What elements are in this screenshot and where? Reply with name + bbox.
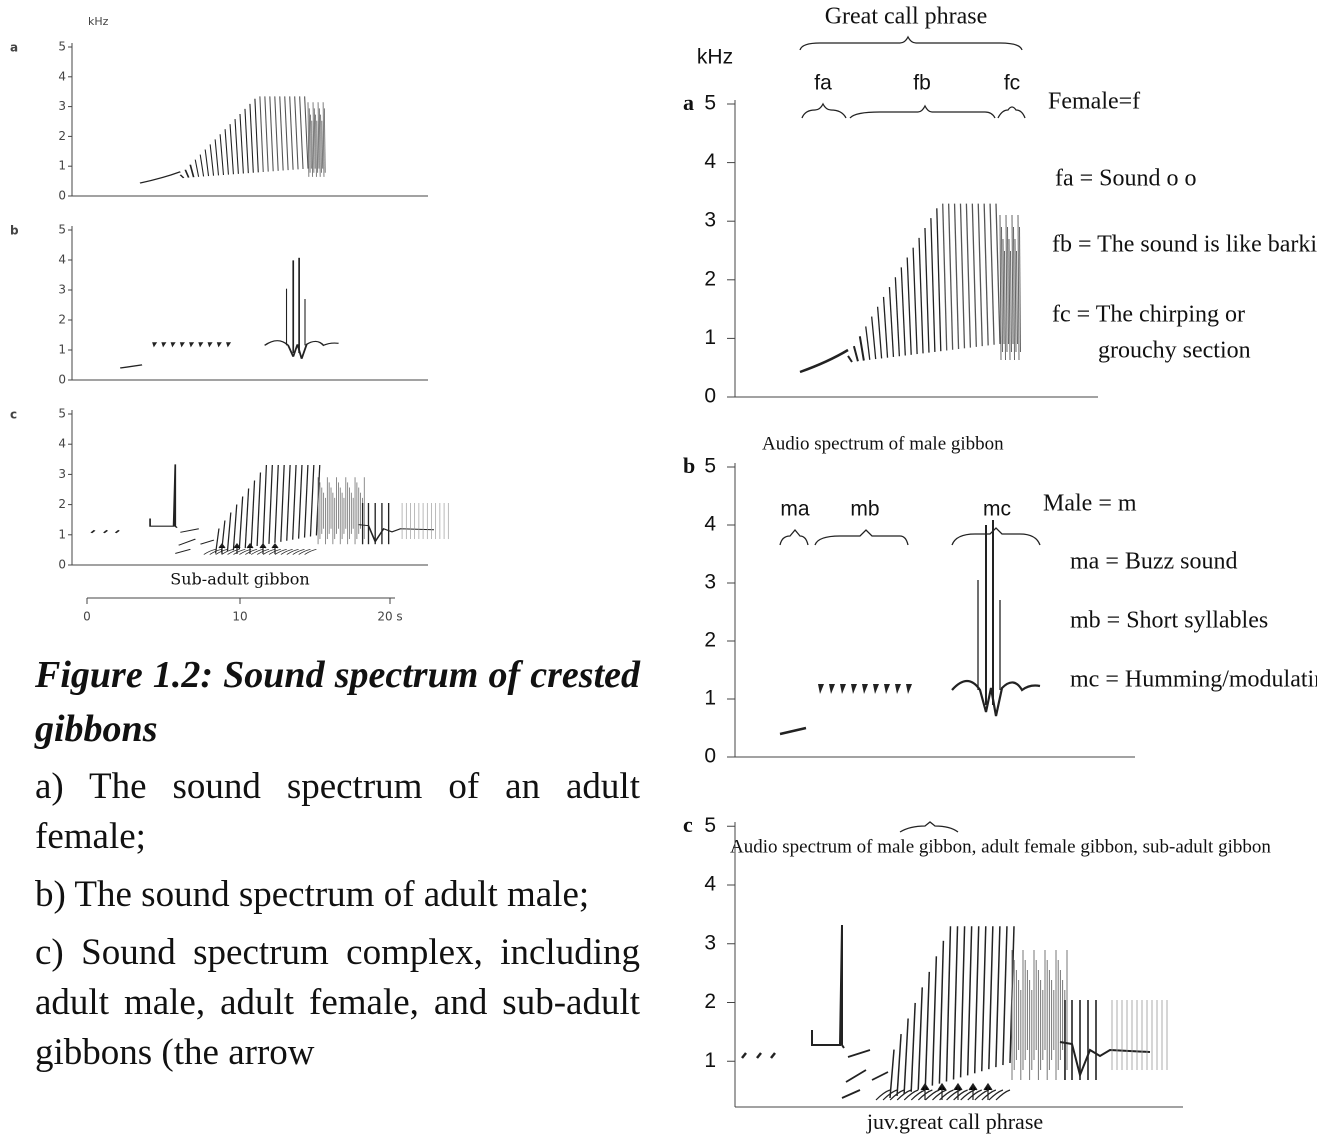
legend-text: fb = The sound is like barking (1052, 232, 1317, 258)
legend-text: ma = Buzz sound (1070, 549, 1238, 575)
segment-label: ma (780, 498, 809, 521)
brace (815, 530, 908, 545)
spectrogram (780, 520, 1040, 734)
y-tick-label: 4 (58, 69, 66, 83)
x-tick-label: 10 (232, 610, 247, 624)
annotation: juv.great call phrase (866, 1109, 1043, 1134)
segment-label: fa (814, 72, 832, 95)
legend-text: grouchy section (1098, 338, 1251, 364)
legend-text: Male = m (1043, 491, 1137, 517)
y-tick-label: 3 (704, 571, 716, 594)
caption-title: Figure 1.2: Sound spectrum of crested gi… (35, 648, 640, 756)
page-body: Great call phrase kHz Audio spectrum of … (0, 0, 1317, 1138)
y-tick-label: 1 (704, 326, 716, 349)
y-tick-label: 0 (704, 385, 716, 408)
arrow (938, 1084, 946, 1100)
panel-title: Audio spectrum of male gibbon (762, 433, 1004, 454)
panel-label: b (10, 224, 19, 238)
segment-label: fc (1004, 72, 1020, 95)
unit-label: kHz (697, 46, 733, 69)
panel-label: b (683, 453, 695, 478)
y-tick-label: 2 (58, 129, 66, 143)
y-tick-label: 1 (704, 687, 716, 710)
legend-text: mc = Humming/modulating (1070, 667, 1317, 693)
legend-text: mb = Short syllables (1070, 608, 1268, 634)
brace (952, 528, 1040, 545)
brace (900, 822, 958, 832)
annotation: Sub-adult gibbon (170, 570, 309, 589)
y-tick-label: 0 (58, 373, 66, 387)
y-tick-label: 2 (704, 990, 716, 1013)
y-tick-label: 3 (58, 283, 66, 297)
y-tick-label: 3 (58, 467, 66, 481)
y-tick-label: 4 (704, 150, 716, 173)
unit-label: kHz (88, 15, 109, 28)
x-tick-label: 20 s (377, 610, 402, 624)
y-tick-label: 4 (704, 513, 716, 536)
brace (998, 107, 1025, 118)
spectrogram (742, 925, 1167, 1100)
y-tick-label: 2 (704, 629, 716, 652)
y-tick-label: 5 (704, 455, 716, 478)
y-tick-label: 3 (704, 931, 716, 954)
y-tick-label: 1 (58, 343, 66, 357)
page: {"left_figure": {"unit": "kHz", "panels"… (0, 0, 1317, 1138)
segment-label: mc (983, 498, 1011, 521)
y-tick-label: 1 (58, 159, 66, 173)
y-tick-label: 3 (704, 209, 716, 232)
legend-text: fa = Sound o o (1055, 166, 1197, 192)
y-tick-label: 2 (704, 267, 716, 290)
caption-item: b) The sound spectrum of adult male; (35, 870, 640, 920)
y-tick-label: 4 (58, 437, 66, 451)
caption-item: c) Sound spectrum complex, including adu… (35, 928, 640, 1078)
panel-title: Audio spectrum of male gibbon, adult fem… (730, 836, 1271, 857)
y-tick-label: 5 (704, 92, 716, 115)
y-tick-label: 4 (704, 873, 716, 896)
panel-label: a (683, 90, 694, 115)
y-tick-label: 4 (58, 253, 66, 267)
segment-label: fb (913, 72, 931, 95)
spectrogram (140, 96, 325, 183)
caption: Figure 1.2: Sound spectrum of crested gi… (35, 648, 640, 1086)
spectrogram (120, 258, 338, 368)
caption-item: a) The sound spectrum of an adult female… (35, 762, 640, 862)
y-tick-label: 2 (58, 313, 66, 327)
spectrogram (91, 464, 448, 554)
brace (850, 106, 995, 118)
y-tick-label: 3 (58, 99, 66, 113)
y-tick-label: 2 (58, 497, 66, 511)
y-tick-label: 5 (58, 223, 66, 237)
phrase-title: Great call phrase (825, 4, 988, 30)
y-tick-label: 5 (58, 40, 66, 54)
legend-text: fc = The chirping or (1052, 302, 1245, 328)
y-tick-label: 0 (58, 189, 66, 203)
spectrogram (800, 204, 1021, 372)
brace (780, 530, 808, 545)
brace (802, 104, 846, 118)
y-tick-label: 0 (704, 745, 716, 768)
panel-label: c (10, 408, 17, 422)
legend-text: Female=f (1048, 89, 1140, 115)
y-tick-label: 1 (58, 527, 66, 541)
y-tick-label: 5 (704, 814, 716, 837)
y-tick-label: 5 (58, 407, 66, 421)
segment-label: mb (850, 498, 879, 521)
y-tick-label: 0 (58, 558, 66, 572)
y-tick-label: 1 (704, 1049, 716, 1072)
arrow (954, 1084, 962, 1100)
x-tick-label: 0 (83, 610, 91, 624)
panel-label: c (683, 812, 693, 837)
panel-label: a (10, 41, 18, 55)
brace (800, 37, 1022, 50)
